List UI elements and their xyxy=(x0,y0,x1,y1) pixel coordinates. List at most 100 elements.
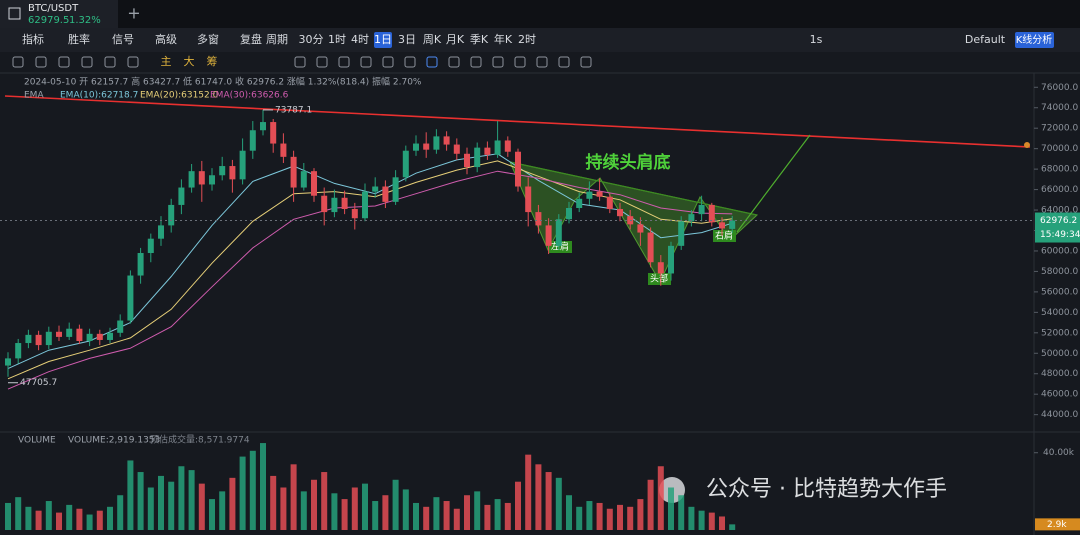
y-tick-label: 74000.0 xyxy=(1041,103,1078,113)
drawing-tool[interactable] xyxy=(35,56,47,68)
candle-body xyxy=(474,147,481,168)
candle-body xyxy=(596,191,603,197)
candle-body xyxy=(158,225,164,239)
y-tick-label: 60000.0 xyxy=(1041,246,1078,256)
volume-bar xyxy=(5,502,11,530)
drawing-tool[interactable] xyxy=(492,56,504,68)
new-tab[interactable]: + xyxy=(127,4,140,23)
volume-bar xyxy=(423,506,430,530)
candle-body xyxy=(5,358,11,366)
candle-body xyxy=(566,207,572,220)
y-tick-label: 70000.0 xyxy=(1041,144,1078,154)
y-tick-label: 56000.0 xyxy=(1041,287,1078,297)
drawing-tool[interactable] xyxy=(536,56,548,68)
y-tick-label: 48000.0 xyxy=(1041,369,1078,379)
volume-bar xyxy=(35,510,42,530)
candle-body xyxy=(270,122,277,144)
period-button[interactable]: 30分 xyxy=(299,33,324,46)
drawing-mode[interactable]: 筹 xyxy=(207,54,218,68)
period-button[interactable]: 2时 xyxy=(518,33,536,46)
trend-line xyxy=(4,95,1031,148)
candle-body xyxy=(290,156,297,188)
drawing-tool[interactable] xyxy=(360,56,372,68)
drawing-tool[interactable] xyxy=(338,56,350,68)
candle-body xyxy=(657,262,664,274)
volume-bar xyxy=(464,495,470,530)
drawing-tool[interactable] xyxy=(81,56,93,68)
drawing-tool[interactable] xyxy=(294,56,306,68)
volume-bar xyxy=(351,487,358,530)
candle-body xyxy=(239,150,246,180)
period-button[interactable]: 1时 xyxy=(328,33,346,46)
toolbar-item[interactable]: 高级 xyxy=(155,32,177,46)
drawing-tool[interactable] xyxy=(382,56,394,68)
candle-body xyxy=(413,143,419,151)
drawing-mode[interactable]: 大 xyxy=(184,54,195,68)
period-button[interactable]: 3日 xyxy=(398,33,416,46)
drawing-tool[interactable] xyxy=(558,56,570,68)
candle-body xyxy=(382,186,389,202)
y-tick-label: 72000.0 xyxy=(1041,124,1078,134)
analysis-button-bg[interactable] xyxy=(1015,32,1054,48)
drawing-mode[interactable]: 主 xyxy=(161,55,172,68)
toolbar-right-item[interactable]: 1s xyxy=(810,33,823,46)
candle-body xyxy=(107,332,113,340)
candle-body xyxy=(66,328,73,337)
candle-body xyxy=(219,166,226,176)
period-button[interactable]: 年K xyxy=(494,32,513,46)
candle-body xyxy=(56,331,62,337)
period-button[interactable]: 季K xyxy=(470,33,489,46)
toolbar-right-item[interactable]: K线分析 xyxy=(1016,33,1053,46)
candle-body xyxy=(617,209,623,217)
candle-body xyxy=(453,144,460,154)
candle-body xyxy=(433,136,440,150)
volume-bar xyxy=(229,477,236,530)
period-button[interactable]: 月K xyxy=(446,33,465,46)
volume-bar xyxy=(576,506,583,530)
drawing-tool[interactable] xyxy=(514,56,526,68)
candle-body xyxy=(637,224,644,233)
toolbar-item[interactable]: 胜率 xyxy=(68,32,90,46)
drawing-tool[interactable] xyxy=(104,56,116,68)
toolbar xyxy=(0,28,1080,52)
ema-legend: EMA(20):63152.0 xyxy=(140,91,219,101)
drawing-tool[interactable] xyxy=(316,56,328,68)
period-button[interactable]: 4时 xyxy=(351,33,369,46)
toolbar-item[interactable]: 周期 xyxy=(266,33,288,46)
volume-bar xyxy=(668,487,674,530)
volume-bar xyxy=(392,479,399,530)
candle-body xyxy=(668,245,674,274)
drawing-tool[interactable] xyxy=(426,56,438,68)
candle-body xyxy=(76,328,83,341)
candle-body xyxy=(484,147,491,155)
ema-legend: EMA(10):62718.7 xyxy=(60,91,138,101)
volume-bar xyxy=(260,443,266,530)
tab-price: 62979.5 xyxy=(28,15,69,26)
volume-bar xyxy=(249,450,256,530)
candle-body xyxy=(729,220,736,229)
candle-body xyxy=(443,136,450,145)
drawing-tool[interactable] xyxy=(12,56,24,68)
candle-body xyxy=(341,197,348,210)
candle-body xyxy=(708,204,715,223)
volume-bar xyxy=(545,472,552,530)
y-tick-label: 54000.0 xyxy=(1041,308,1078,318)
toolbar-item[interactable]: 信号 xyxy=(112,33,134,46)
toolbar-item[interactable]: 多窗 xyxy=(197,32,219,46)
period-button[interactable]: 1日 xyxy=(374,33,392,46)
candle-body xyxy=(45,331,52,346)
y-tick-label: 46000.0 xyxy=(1041,390,1078,400)
toolbar-right-item[interactable]: Default xyxy=(965,33,1006,46)
drawing-tool[interactable] xyxy=(58,56,70,68)
toolbar-item[interactable]: 复盘 xyxy=(240,32,262,46)
volume-bar xyxy=(209,499,215,530)
drawing-tool[interactable] xyxy=(580,56,592,68)
candle-body xyxy=(586,191,593,199)
drawing-tool[interactable] xyxy=(127,56,139,68)
toolbar-item[interactable]: 指标 xyxy=(22,32,44,46)
drawing-tool[interactable] xyxy=(448,56,460,68)
volume-bar xyxy=(596,502,603,530)
drawing-tool[interactable] xyxy=(470,56,482,68)
period-button[interactable]: 周K xyxy=(423,33,442,46)
drawing-tool[interactable] xyxy=(404,56,416,68)
